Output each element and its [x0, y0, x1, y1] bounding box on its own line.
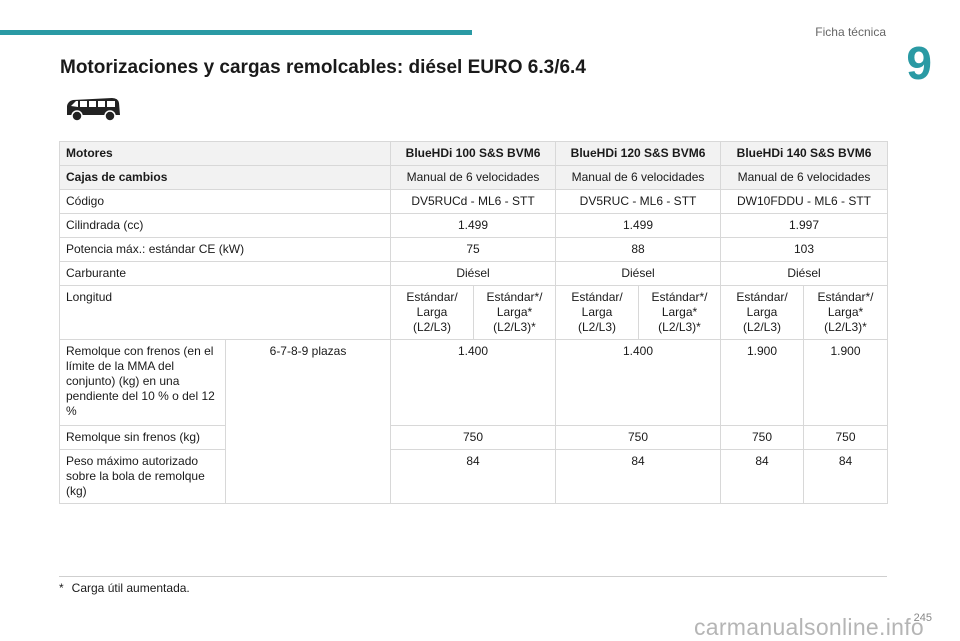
label-codigo: Código — [58, 189, 392, 214]
row-carburante: Carburante Diésel Diésel Diésel — [58, 261, 889, 286]
plazas-cell: 6-7-8-9 plazas — [224, 339, 392, 504]
longitud-6: Estándar*/ Larga* (L2/L3)* — [803, 285, 889, 340]
row-remolque-frenos: Remolque con frenos (en el límite de la … — [59, 339, 889, 504]
cilindrada-1: 1.499 — [390, 213, 557, 238]
caja-1: Manual de 6 velocidades — [390, 165, 557, 190]
engines-spec-table: Motores BlueHDi 100 S&S BVM6 BlueHDi 120… — [58, 141, 889, 504]
codigo-2: DV5RUC - ML6 - STT — [555, 189, 722, 214]
peso-bola-4: 84 — [803, 449, 889, 504]
potencia-2: 88 — [555, 237, 722, 262]
motor-3: BlueHDi 140 S&S BVM6 — [720, 141, 889, 166]
peso-bola-3: 84 — [720, 449, 805, 504]
remolque-sin-frenos-2: 750 — [555, 425, 722, 450]
remolque-frenos-1: 1.400 — [390, 339, 557, 426]
carburante-2: Diésel — [555, 261, 722, 286]
row-codigo: Código DV5RUCd - ML6 - STT DV5RUC - ML6 … — [58, 189, 889, 214]
label-motores: Motores — [58, 141, 392, 166]
remolque-frenos-2: 1.400 — [555, 339, 722, 426]
peso-bola-2: 84 — [555, 449, 722, 504]
longitud-2: Estándar*/ Larga* (L2/L3)* — [473, 285, 557, 340]
potencia-1: 75 — [390, 237, 557, 262]
footnote-mark: * — [59, 581, 64, 595]
row-longitud: Longitud Estándar/ Larga (L2/L3) Estánda… — [58, 285, 889, 340]
page-number: 245 — [913, 612, 932, 624]
longitud-3: Estándar/ Larga (L2/L3) — [555, 285, 640, 340]
remolque-sin-frenos-3: 750 — [720, 425, 805, 450]
row-motores: Motores BlueHDi 100 S&S BVM6 BlueHDi 120… — [58, 141, 889, 166]
label-peso-bola: Peso máximo autorizado sobre la bola de … — [59, 449, 226, 504]
label-potencia: Potencia máx.: estándar CE (kW) — [58, 237, 392, 262]
label-carburante: Carburante — [58, 261, 392, 286]
potencia-3: 103 — [720, 237, 889, 262]
van-icon — [67, 98, 120, 122]
remolque-frenos-4: 1.900 — [803, 339, 889, 426]
label-remolque-sin-frenos: Remolque sin frenos (kg) — [59, 425, 226, 450]
page-title: Motorizaciones y cargas remolcables: dié… — [60, 57, 586, 78]
caja-2: Manual de 6 velocidades — [555, 165, 722, 190]
remolque-sin-frenos-4: 750 — [803, 425, 889, 450]
remolque-sin-frenos-1: 750 — [390, 425, 557, 450]
cilindrada-2: 1.499 — [555, 213, 722, 238]
caja-3: Manual de 6 velocidades — [720, 165, 889, 190]
label-cilindrada: Cilindrada (cc) — [58, 213, 392, 238]
codigo-1: DV5RUCd - ML6 - STT — [390, 189, 557, 214]
row-cilindrada: Cilindrada (cc) 1.499 1.499 1.997 — [58, 213, 889, 238]
row-cajas: Cajas de cambios Manual de 6 velocidades… — [58, 165, 889, 190]
footnote-divider — [59, 576, 887, 577]
header-accent-bar — [0, 30, 472, 35]
chapter-number: 9 — [906, 37, 932, 89]
row-potencia: Potencia máx.: estándar CE (kW) 75 88 10… — [58, 237, 889, 262]
carburante-3: Diésel — [720, 261, 889, 286]
carburante-1: Diésel — [390, 261, 557, 286]
label-cajas: Cajas de cambios — [58, 165, 392, 190]
motor-1: BlueHDi 100 S&S BVM6 — [390, 141, 557, 166]
peso-bola-1: 84 — [390, 449, 557, 504]
longitud-5: Estándar/ Larga (L2/L3) — [720, 285, 805, 340]
footnote-text: Carga útil aumentada. — [71, 581, 190, 595]
remolque-frenos-3: 1.900 — [720, 339, 805, 426]
cilindrada-3: 1.997 — [720, 213, 889, 238]
row-remolque-sin-frenos: Remolque sin frenos (kg) 750 750 750 750 — [59, 425, 889, 450]
longitud-1: Estándar/ Larga (L2/L3) — [390, 285, 475, 340]
label-longitud: Longitud — [58, 285, 392, 340]
codigo-3: DW10FDDU - ML6 - STT — [720, 189, 889, 214]
section-label: Ficha técnica — [815, 25, 886, 39]
watermark: carmanualsonline.info — [693, 614, 924, 640]
label-remolque-frenos: Remolque con frenos (en el límite de la … — [59, 339, 226, 426]
footnote: * Carga útil aumentada. — [59, 581, 190, 595]
motor-2: BlueHDi 120 S&S BVM6 — [555, 141, 722, 166]
row-peso-bola: Peso máximo autorizado sobre la bola de … — [59, 449, 889, 504]
longitud-4: Estándar*/ Larga* (L2/L3)* — [638, 285, 722, 340]
